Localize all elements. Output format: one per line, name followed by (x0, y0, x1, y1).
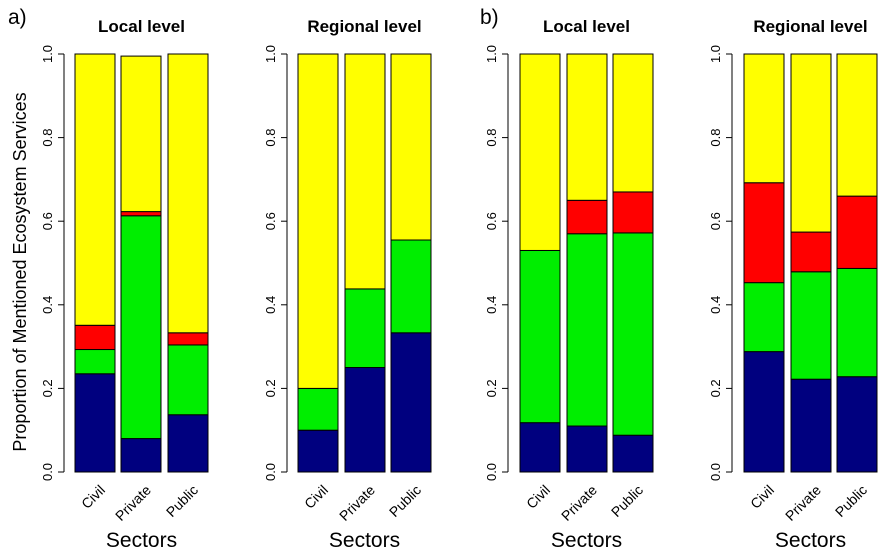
category-label: Private (336, 482, 378, 524)
y-tick-label: 0.0 (708, 463, 723, 481)
bar-segment (297, 429, 339, 473)
y-tick-label: 1.0 (708, 45, 723, 63)
bar-segment (790, 271, 832, 380)
category-label: Civil (747, 482, 777, 512)
bar-segment (390, 239, 432, 334)
category-label: Private (782, 482, 824, 524)
bar-segment (167, 332, 209, 346)
bar-segment (74, 324, 116, 351)
bar-segment (519, 422, 561, 473)
y-tick-label: 0.6 (484, 212, 499, 230)
chart-panel-2: Regional level 0.0 0.2 0.4 0.6 0.8 1.0 Civil Pri… (263, 17, 432, 552)
y-tick-label: 0.6 (263, 212, 278, 230)
panel-label-a: a) (8, 6, 27, 29)
y-tick-label: 0.0 (40, 463, 55, 481)
bar-segment (566, 199, 608, 235)
y-tick-label: 0.2 (484, 379, 499, 397)
x-axis-label: Sectors (329, 529, 400, 552)
bar-segment (612, 53, 654, 193)
bar-segment (120, 215, 162, 440)
y-axis-label: Proportion of Mentioned Ecosystem Servic… (10, 92, 30, 451)
y-tick-label: 0.0 (484, 463, 499, 481)
y-tick-label: 1.0 (484, 45, 499, 63)
panel-title: Regional level (307, 17, 421, 36)
bar-segment (743, 53, 785, 184)
bar-segment (74, 349, 116, 375)
bar-segment (836, 267, 878, 378)
x-axis-label: Sectors (551, 529, 622, 552)
bar-segment (344, 367, 386, 473)
bar-segment (612, 191, 654, 234)
bar-segment (743, 351, 785, 473)
x-axis-label: Sectors (106, 529, 177, 552)
panel-title: Local level (98, 17, 185, 36)
bar-segment (836, 376, 878, 473)
panel-title: Local level (543, 17, 630, 36)
bar-segment (120, 438, 162, 473)
category-label: Private (558, 482, 600, 524)
y-tick-label: 0.6 (40, 212, 55, 230)
bar-segment (167, 53, 209, 334)
bar-segment (120, 55, 162, 213)
y-tick-label: 0.8 (263, 129, 278, 147)
category-label: Public (832, 482, 870, 520)
bar-segment (519, 53, 561, 251)
y-tick-label: 0.4 (708, 296, 723, 314)
bar-segment (120, 211, 162, 217)
bar-segment (297, 53, 339, 389)
bar-segment (566, 425, 608, 473)
y-tick-label: 0.4 (263, 296, 278, 314)
category-label: Public (608, 482, 646, 520)
bar-segment (566, 53, 608, 201)
bar-segment (74, 53, 116, 326)
bar-segment (167, 344, 209, 416)
y-tick-label: 0.8 (40, 129, 55, 147)
category-label: Civil (523, 482, 553, 512)
y-tick-label: 0.2 (40, 379, 55, 397)
bar-segment (390, 53, 432, 241)
bar-segment (167, 414, 209, 473)
y-tick-label: 1.0 (263, 45, 278, 63)
bar-segment (612, 232, 654, 436)
bar-segment (836, 195, 878, 269)
bar-segment (836, 53, 878, 197)
category-label: Public (386, 482, 424, 520)
y-tick-label: 0.2 (263, 379, 278, 397)
bar-segment (790, 53, 832, 233)
bar-segment (344, 53, 386, 290)
y-tick-label: 0.4 (484, 296, 499, 314)
panel-label-b: b) (480, 6, 499, 29)
bar-segment (74, 373, 116, 473)
panel-title: Regional level (753, 17, 867, 36)
chart-panel-1: Local level 0.0 0.2 0.4 0.6 0.8 1.0 Civil Privat… (40, 17, 209, 552)
bar-segment (743, 282, 785, 353)
category-label: Civil (301, 482, 331, 512)
category-label: Private (112, 482, 154, 524)
y-tick-label: 0.4 (40, 296, 55, 314)
bar-segment (790, 378, 832, 473)
bar-segment (566, 233, 608, 427)
bar-segment (297, 387, 339, 431)
category-label: Public (163, 482, 201, 520)
y-tick-label: 1.0 (40, 45, 55, 63)
category-label: Civil (78, 482, 108, 512)
y-tick-label: 0.2 (708, 379, 723, 397)
chart-panel-4: Regional level 0.0 0.2 0.4 0.6 0.8 1.0 Civil Pri… (708, 17, 878, 552)
bar-segment (743, 182, 785, 284)
y-tick-label: 0.0 (263, 463, 278, 481)
bar-segment (344, 288, 386, 368)
bar-segment (519, 249, 561, 424)
bar-segment (612, 434, 654, 473)
bar-segment (790, 231, 832, 273)
bar-segment (390, 332, 432, 473)
x-axis-label: Sectors (775, 529, 846, 552)
y-tick-label: 0.6 (708, 212, 723, 230)
y-tick-label: 0.8 (708, 129, 723, 147)
y-tick-label: 0.8 (484, 129, 499, 147)
chart-panel-3: Local level 0.0 0.2 0.4 0.6 0.8 1.0 Civil Privat… (484, 17, 654, 552)
